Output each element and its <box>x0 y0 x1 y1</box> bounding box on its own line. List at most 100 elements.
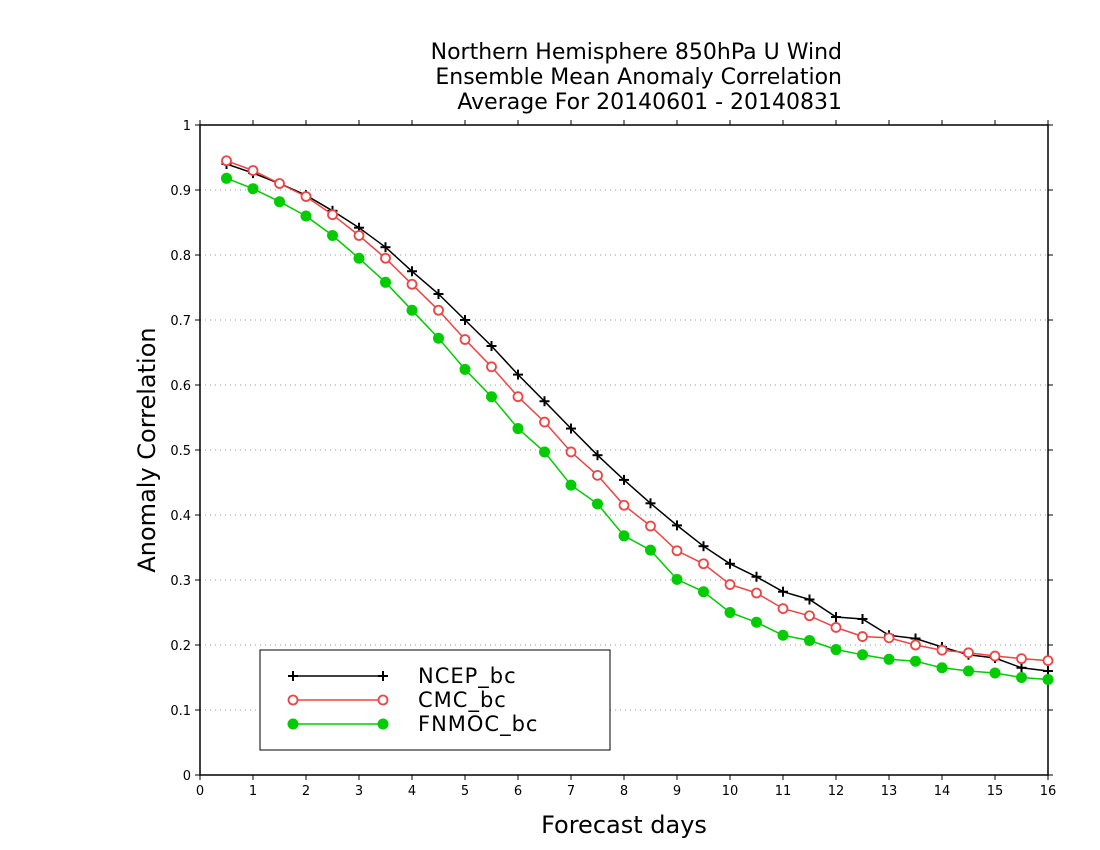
x-tick-label: 14 <box>934 784 951 799</box>
data-point-ncep-bc <box>566 423 576 434</box>
data-point-cmc-bc <box>671 545 683 557</box>
data-point-cmc-bc <box>936 644 948 656</box>
data-point-fnmoc-bc <box>910 655 921 667</box>
data-point-cmc-bc <box>751 587 762 599</box>
data-point-fnmoc-bc <box>380 276 391 288</box>
y-axis-title: Anomaly Correlation <box>133 327 161 572</box>
series-ncep-bc <box>221 159 1053 676</box>
chart-title: Northern Hemisphere 850hPa U Wind Ensemb… <box>431 40 842 115</box>
data-point-cmc-bc <box>724 579 736 590</box>
data-point-ncep-bc <box>433 289 444 299</box>
data-point-cmc-bc <box>989 650 1001 662</box>
series-cmc-bc <box>221 155 1054 666</box>
data-point-cmc-bc <box>565 446 577 458</box>
data-point-fnmoc-bc <box>963 665 974 677</box>
y-tick-label: 1 <box>183 119 191 134</box>
data-point-cmc-bc <box>433 304 444 316</box>
legend-marker-fnmoc-bc <box>287 718 299 730</box>
data-point-fnmoc-bc <box>671 573 683 585</box>
title-line-1: Northern Hemisphere 850hPa U Wind <box>431 40 842 65</box>
legend-label-fnmoc-bc: FNMOC_bc <box>418 712 538 737</box>
data-point-fnmoc-bc <box>512 423 524 435</box>
series-line-ncep-bc <box>226 163 1049 672</box>
data-point-cmc-bc <box>830 622 842 633</box>
data-point-ncep-bc <box>1016 662 1027 673</box>
data-point-fnmoc-bc <box>300 210 312 222</box>
data-point-ncep-bc <box>751 571 762 582</box>
data-point-fnmoc-bc <box>433 332 444 344</box>
data-point-fnmoc-bc <box>353 252 365 264</box>
x-tick-label: 16 <box>1040 784 1057 799</box>
y-tick-label: 0.1 <box>170 704 191 719</box>
data-point-fnmoc-bc <box>698 586 709 598</box>
data-point-fnmoc-bc <box>1016 672 1027 683</box>
x-tick-label: 9 <box>673 784 681 799</box>
data-point-ncep-bc <box>380 242 391 253</box>
x-tick-label: 13 <box>881 784 898 799</box>
y-tick-label: 0.8 <box>170 249 191 264</box>
data-point-ncep-bc <box>831 612 841 623</box>
data-point-fnmoc-bc <box>883 653 895 665</box>
data-point-fnmoc-bc <box>830 644 842 656</box>
data-point-ncep-bc <box>592 450 603 461</box>
y-tick-label: 0.3 <box>170 574 191 589</box>
legend-marker-cmc-bc <box>287 694 299 706</box>
data-point-fnmoc-bc <box>645 544 656 556</box>
data-point-cmc-bc <box>300 191 312 202</box>
y-tick-label: 0.2 <box>170 639 191 654</box>
x-tick-label: 4 <box>408 784 416 799</box>
data-point-fnmoc-bc <box>592 498 603 510</box>
data-point-cmc-bc <box>406 278 418 290</box>
data-point-ncep-bc <box>725 558 735 569</box>
data-point-cmc-bc <box>963 647 974 659</box>
data-point-fnmoc-bc <box>459 363 471 375</box>
series-line-fnmoc-bc <box>226 177 1049 681</box>
data-point-fnmoc-bc <box>406 304 418 316</box>
data-point-fnmoc-bc <box>247 183 259 195</box>
x-tick-label: 6 <box>514 784 522 799</box>
data-point-ncep-bc <box>857 614 868 624</box>
data-point-fnmoc-bc <box>989 667 1001 679</box>
data-point-fnmoc-bc <box>565 479 577 491</box>
data-point-cmc-bc <box>353 230 365 241</box>
y-tick-label: 0.6 <box>170 379 191 394</box>
data-point-cmc-bc <box>777 603 789 614</box>
data-point-ncep-bc <box>539 396 550 407</box>
data-point-ncep-bc <box>513 369 523 380</box>
x-tick-label: 12 <box>828 784 845 799</box>
y-tick-label: 0.5 <box>170 444 191 459</box>
data-point-fnmoc-bc <box>486 391 497 403</box>
data-point-ncep-bc <box>486 341 497 351</box>
data-point-ncep-bc <box>407 266 417 277</box>
legend-marker-ncep-bc <box>378 671 388 681</box>
data-point-ncep-bc <box>804 594 815 605</box>
data-point-cmc-bc <box>592 469 603 481</box>
data-point-ncep-bc <box>672 520 682 531</box>
x-tick-label: 0 <box>196 784 204 799</box>
data-point-ncep-bc <box>698 541 709 552</box>
legend-label-cmc-bc: CMC_bc <box>418 688 507 713</box>
y-tick-label: 0 <box>183 769 191 784</box>
data-point-fnmoc-bc <box>724 607 736 618</box>
data-point-cmc-bc <box>486 361 497 373</box>
x-tick-label: 8 <box>620 784 628 799</box>
data-point-cmc-bc <box>221 155 232 167</box>
data-point-cmc-bc <box>910 639 921 651</box>
y-tick-label: 0.9 <box>170 184 191 199</box>
y-tick-label: 0.7 <box>170 314 191 329</box>
data-point-fnmoc-bc <box>618 530 630 542</box>
title-line-3: Average For 20140601 - 20140831 <box>457 90 842 115</box>
data-point-fnmoc-bc <box>327 230 338 241</box>
data-point-fnmoc-bc <box>221 172 232 184</box>
data-point-cmc-bc <box>274 178 285 189</box>
x-tick-label: 2 <box>302 784 310 799</box>
data-point-fnmoc-bc <box>274 196 285 208</box>
data-point-cmc-bc <box>380 252 391 264</box>
x-tick-label: 1 <box>249 784 257 799</box>
x-tick-label: 5 <box>461 784 469 799</box>
data-point-fnmoc-bc <box>804 634 815 646</box>
data-point-fnmoc-bc <box>777 629 789 641</box>
legend-marker-fnmoc-bc <box>377 718 389 730</box>
gridlines <box>200 189 1048 711</box>
